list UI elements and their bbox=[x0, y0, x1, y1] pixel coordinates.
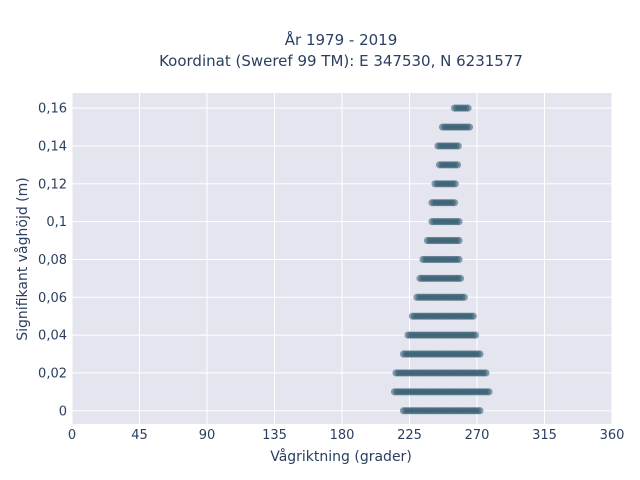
y-tick-label: 0,02 bbox=[38, 366, 67, 381]
data-point bbox=[465, 123, 474, 131]
data-point bbox=[469, 312, 477, 320]
data-point bbox=[455, 255, 463, 264]
data-point bbox=[460, 293, 468, 301]
x-tick-label: 0 bbox=[68, 428, 76, 443]
x-tick-label: 45 bbox=[131, 428, 148, 443]
y-tick-labels: 0 0,02 0,04 0,06 0,08 0,1 0,12 0,14 0,16 bbox=[38, 102, 67, 420]
y-tick-label: 0,1 bbox=[46, 215, 67, 230]
x-tick-label: 270 bbox=[465, 428, 490, 443]
data-points bbox=[390, 104, 493, 415]
data-point bbox=[485, 388, 493, 396]
data-point bbox=[476, 407, 484, 415]
data-point bbox=[454, 142, 462, 150]
y-tick-label: 0 bbox=[59, 404, 67, 419]
x-tick-label: 90 bbox=[199, 428, 216, 443]
x-tick-labels: 0 45 90 135 180 225 270 315 360 bbox=[68, 428, 625, 443]
x-axis-title: Vågriktning (grader) bbox=[270, 448, 412, 465]
data-point bbox=[464, 104, 472, 112]
x-tick-label: 315 bbox=[532, 428, 557, 443]
y-tick-label: 0,16 bbox=[38, 102, 67, 117]
y-tick-label: 0,04 bbox=[38, 329, 67, 344]
data-point bbox=[456, 274, 465, 282]
y-axis-title: Signifikant våghöjd (m) bbox=[14, 177, 31, 340]
data-point bbox=[471, 331, 480, 339]
data-point bbox=[476, 350, 484, 358]
data-point bbox=[455, 236, 463, 245]
data-point bbox=[450, 199, 459, 207]
chart-title-line-2: Koordinat (Sweref 99 TM): E 347530, N 62… bbox=[159, 52, 523, 70]
grid-lines bbox=[71, 93, 613, 424]
x-tick-label: 180 bbox=[330, 428, 355, 443]
data-point bbox=[453, 161, 462, 169]
data-point bbox=[482, 369, 490, 377]
x-tick-label: 225 bbox=[397, 428, 422, 443]
x-tick-label: 360 bbox=[600, 428, 625, 443]
x-tick-label: 135 bbox=[262, 428, 287, 443]
y-tick-label: 0,08 bbox=[38, 253, 67, 268]
data-point bbox=[451, 180, 459, 188]
y-tick-label: 0,12 bbox=[38, 177, 67, 192]
data-point bbox=[455, 218, 463, 226]
y-tick-label: 0,14 bbox=[38, 139, 67, 154]
chart-title-line-1: År 1979 - 2019 bbox=[285, 30, 398, 49]
y-tick-label: 0,06 bbox=[38, 291, 67, 306]
